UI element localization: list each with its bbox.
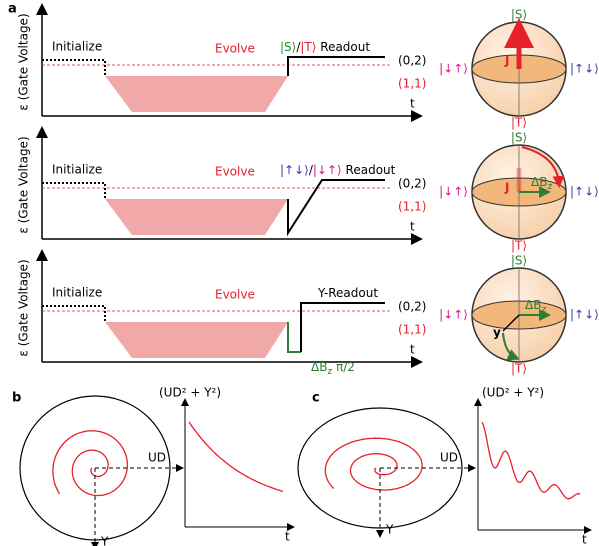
y-label: Y — [100, 535, 109, 546]
figure: a b c ε (Gate Voltage) Initialize Evolve |S… — [0, 0, 599, 546]
y-axis-label: ε (Gate Voltage) — [17, 136, 31, 233]
row: ε (Gate Voltage) Initialize Evolve |↑↓⟩/|↓↑… — [17, 129, 599, 253]
spiral — [53, 431, 128, 496]
panel-label: b — [12, 391, 21, 406]
state-label: |↓↑⟩ — [439, 308, 468, 322]
state-label: |↑↓⟩ — [570, 62, 599, 76]
readout-part: |T⟩ — [300, 40, 316, 54]
level-label: (1,1) — [398, 323, 426, 337]
evolve-region — [105, 322, 288, 358]
graph-label: (UD² + Y²) — [159, 386, 221, 400]
decay-curve — [482, 422, 580, 499]
y-axis-label: ε (Gate Voltage) — [17, 13, 31, 110]
graph-t: t — [582, 533, 587, 546]
level-label: (1,1) — [398, 200, 426, 214]
y-axis-label: ε (Gate Voltage) — [17, 259, 31, 356]
y-label: y — [493, 326, 501, 340]
level-label: (1,1) — [398, 77, 426, 91]
state-label: |↓↑⟩ — [439, 185, 468, 199]
evolve-region — [105, 76, 288, 112]
spiral-panel: UD Y (UD² + Y²) t — [298, 386, 590, 546]
evolve-label: Evolve — [215, 165, 255, 179]
initialize-level — [42, 60, 105, 76]
j-label: J — [504, 54, 509, 68]
initialize-label: Initialize — [52, 286, 102, 300]
db-part: ΔB — [525, 298, 541, 312]
state-label: |↓↑⟩ — [439, 62, 468, 76]
row: ε (Gate Voltage) Initialize Evolve Y-Readou… — [17, 252, 599, 377]
readout-label: |↑↓⟩/|↓↑⟩ Readout — [280, 163, 396, 177]
pulse-part: ΔB — [311, 360, 327, 374]
state-label: |T⟩ — [511, 239, 527, 253]
time-label: t — [410, 97, 415, 111]
readout-part: |↑↓⟩ — [280, 163, 309, 177]
state-label: |↑↓⟩ — [570, 308, 599, 322]
evolve-label: Evolve — [215, 288, 255, 302]
db-part: ΔB — [531, 175, 547, 189]
row: ε (Gate Voltage) Initialize Evolve |S⟩/|T⟩ … — [17, 6, 599, 130]
initialize-label: Initialize — [52, 40, 102, 54]
initialize-level — [42, 183, 105, 199]
pulse-part: π/2 — [332, 360, 355, 374]
readout-part: Readout — [342, 163, 396, 177]
level-label: (0,2) — [398, 54, 426, 68]
evolve-region — [105, 199, 288, 235]
state-label: |S⟩ — [511, 131, 527, 145]
pi-pulse — [288, 322, 301, 352]
initialize-label: Initialize — [52, 163, 102, 177]
ud-label: UD — [148, 451, 166, 465]
panel-label: c — [312, 391, 320, 406]
ud-label: UD — [440, 451, 458, 465]
readout-part: Readout — [316, 40, 370, 54]
readout-part: |S⟩ — [280, 40, 296, 54]
spiral-panel: UD Y (UD² + Y²) t — [20, 386, 293, 546]
time-label: t — [410, 343, 415, 357]
initialize-level — [42, 306, 105, 322]
readout-label: |S⟩/|T⟩ Readout — [280, 40, 370, 54]
db-part: z — [547, 182, 552, 192]
j-label: J — [504, 181, 509, 195]
db-part: z — [541, 305, 546, 315]
pulse-label: ΔBz π/2 — [311, 360, 355, 377]
readout-pulse — [288, 57, 385, 76]
readout-label: Y-Readout — [317, 286, 378, 300]
level-label: (0,2) — [398, 300, 426, 314]
graph-label: (UD² + Y²) — [482, 386, 544, 400]
time-label: t — [410, 220, 415, 234]
panel-label: a — [8, 2, 17, 17]
state-label: |T⟩ — [511, 362, 527, 376]
readout-part: |↓↑⟩ — [313, 163, 342, 177]
decay-curve — [189, 422, 283, 491]
readout-part: Y-Readout — [317, 286, 378, 300]
evolve-label: Evolve — [215, 42, 255, 56]
state-label: |S⟩ — [511, 254, 527, 268]
state-label: |↑↓⟩ — [570, 185, 599, 199]
spiral — [325, 438, 422, 490]
graph-t: t — [285, 530, 290, 544]
state-label: |T⟩ — [511, 116, 527, 130]
readout-pulse — [301, 303, 385, 352]
state-label: |S⟩ — [511, 8, 527, 22]
level-label: (0,2) — [398, 177, 426, 191]
y-label: Y — [385, 523, 394, 537]
